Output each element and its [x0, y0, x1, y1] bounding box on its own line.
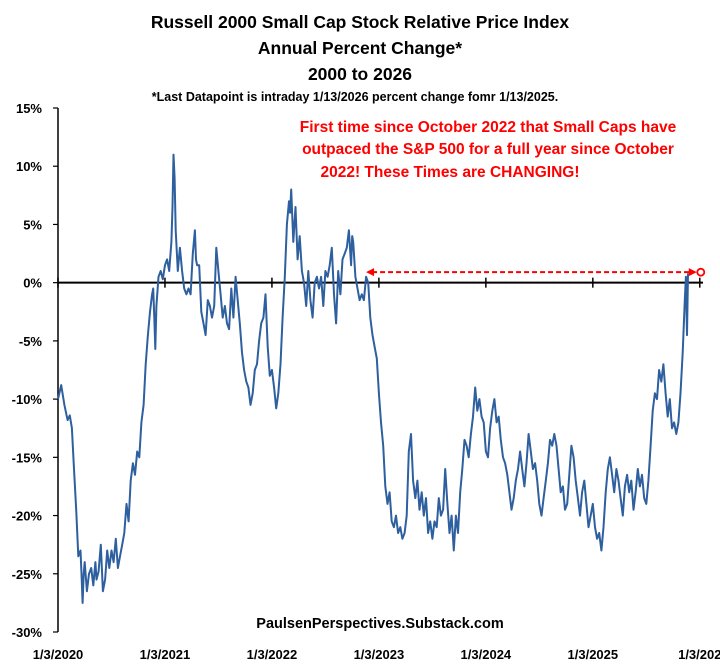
y-tick-label: -5% — [19, 334, 43, 349]
x-tick-label: 1/3/2021 — [140, 647, 191, 662]
x-tick-label: 1/3/2023 — [354, 647, 405, 662]
annotation-line-1: First time since October 2022 that Small… — [300, 119, 677, 136]
annotation-line-3: 2022! These Times are CHANGING! — [320, 164, 579, 181]
y-tick-label: 15% — [16, 101, 42, 116]
x-tick-label: 1/3/2025 — [568, 647, 619, 662]
y-tick-label: -15% — [12, 450, 43, 465]
chart-title-line-2: Annual Percent Change* — [258, 38, 462, 58]
x-tick-label: 1/3/2024 — [461, 647, 512, 662]
annotation-endpoint-marker — [696, 267, 706, 277]
x-tick-label: 1/3/2022 — [247, 647, 298, 662]
y-tick-label: 10% — [16, 159, 42, 174]
y-tick-label: 0% — [23, 276, 42, 291]
annotation-arrow-head-left — [366, 268, 375, 277]
x-tick-label: 1/3/2020 — [33, 647, 84, 662]
y-tick-label: 5% — [23, 217, 42, 232]
y-tick-label: -30% — [12, 625, 43, 640]
chart-title-line-1: Russell 2000 Small Cap Stock Relative Pr… — [151, 12, 570, 32]
annotation-line-2: outpaced the S&P 500 for a full year sin… — [302, 141, 674, 158]
y-tick-label: -25% — [12, 567, 43, 582]
x-tick-label: 1/3/202 — [678, 647, 720, 662]
annotation-arrow-head-right — [688, 268, 697, 277]
y-tick-label: -10% — [12, 392, 43, 407]
y-tick-label: -20% — [12, 509, 43, 524]
chart-footnote: *Last Datapoint is intraday 1/13/2026 pe… — [152, 90, 558, 104]
series-line — [57, 153, 689, 604]
plot-area — [57, 153, 706, 604]
axes: -30% -25% -20% -15% -10% -5% 0% 5% 10% 15% 1/3/202… — [12, 101, 720, 662]
source-label: PaulsenPerspectives.Substack.com — [256, 616, 503, 632]
chart-title-line-3: 2000 to 2026 — [308, 64, 412, 84]
